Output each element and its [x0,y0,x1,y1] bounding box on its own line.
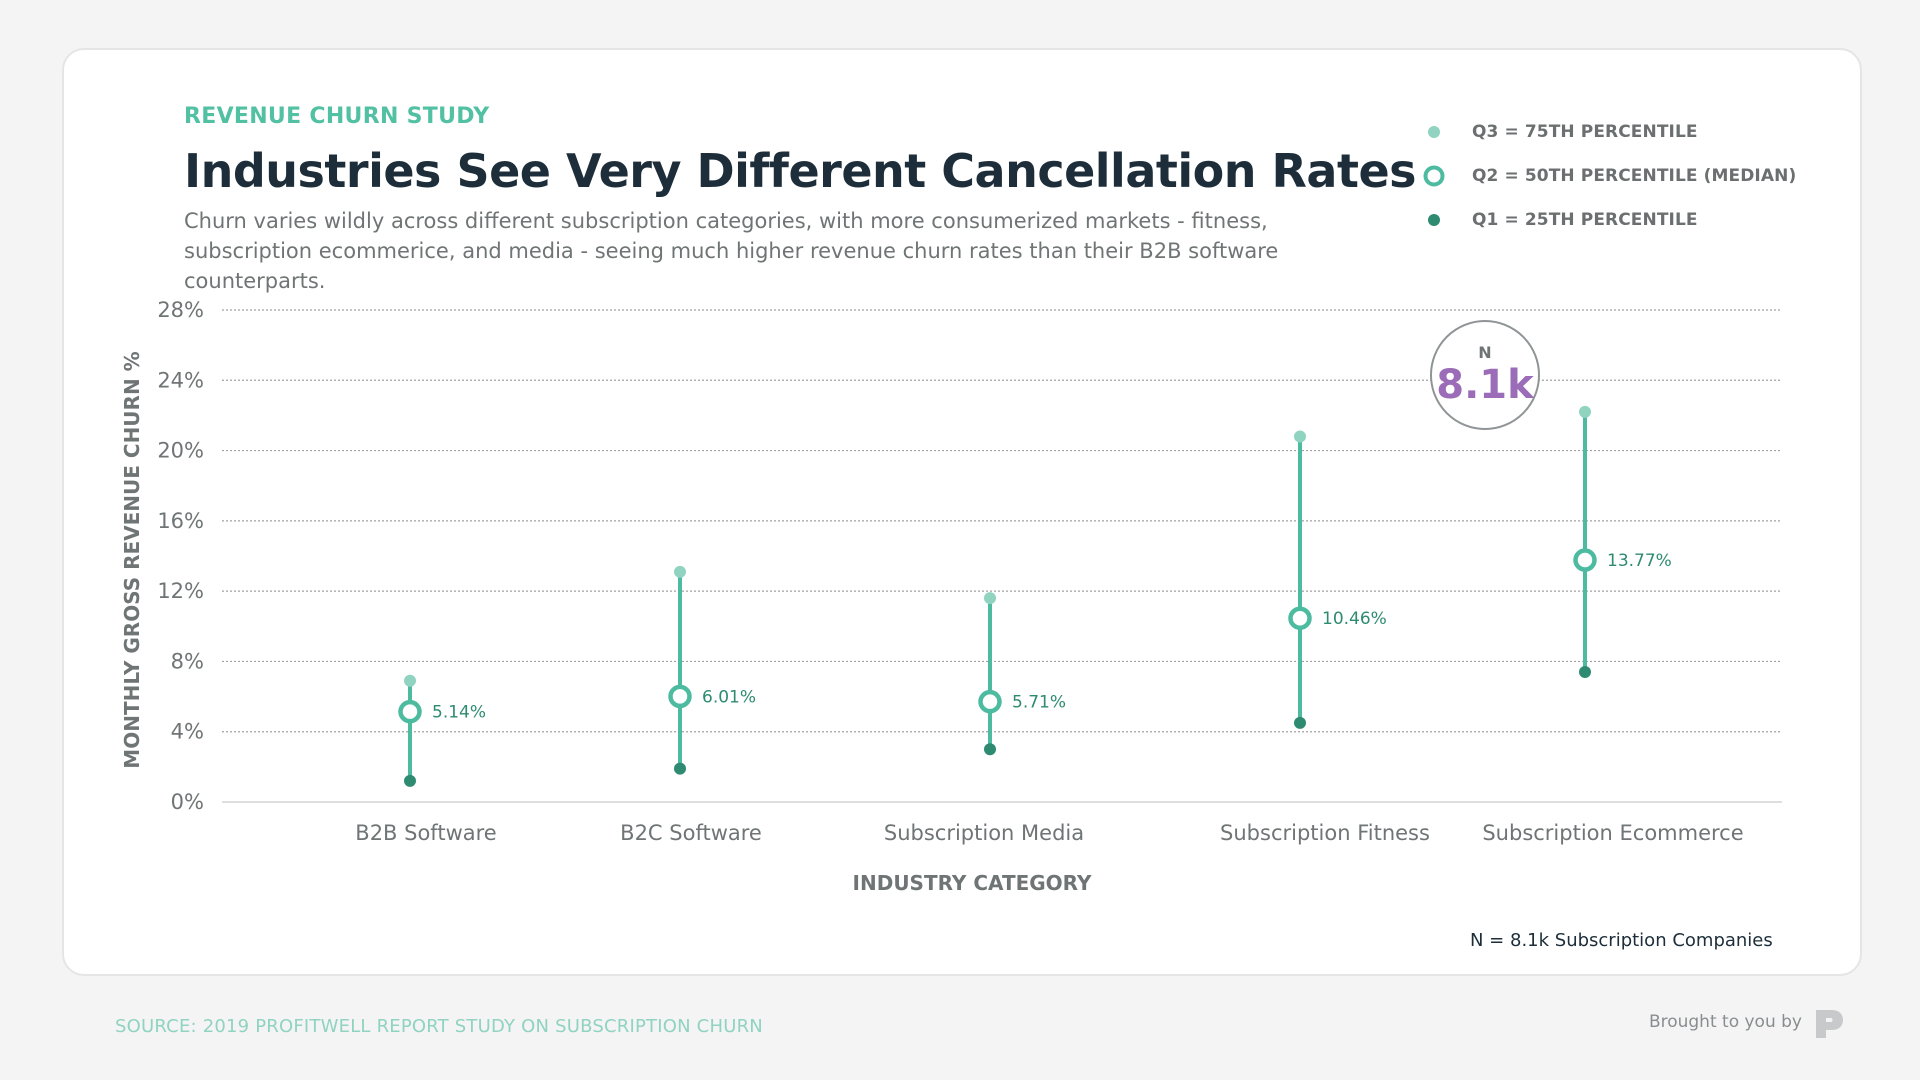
y-tick-label: 20% [157,439,204,463]
legend-marker-q3 [1428,126,1440,138]
y-tick-label: 28% [157,298,204,322]
legend-item-q2: Q2 = 50TH PERCENTILE (MEDIAN) [1420,154,1796,198]
q3-point [1579,405,1591,418]
y-tick-label: 24% [157,368,204,392]
q1-point [984,743,996,756]
chart-kicker: REVENUE CHURN STUDY [184,104,490,129]
range-lines [408,411,1587,781]
profitwell-logo-icon [1816,1010,1843,1038]
chart-card [62,48,1862,976]
q3-point [1294,430,1306,443]
sample-footnote: N = 8.1k Subscription Companies [1470,930,1773,951]
median-value-label: 5.14% [432,703,486,723]
q3-points [404,405,1591,687]
median-point [398,699,422,724]
badge-circle [1430,320,1540,430]
x-axis-title: INDUSTRY CATEGORY [853,871,1092,895]
badge-value: 8.1k [1436,362,1535,408]
median-point [978,689,1002,714]
x-tick-label: B2C Software [620,821,762,845]
legend-label-q1: Q1 = 25TH PERCENTILE [1472,210,1698,230]
y-tick-label: 8% [171,649,204,673]
median-value-label: 10.46% [1322,609,1387,629]
median-labels: 5.14% 6.01% 5.71% 10.46% 13.77% [432,551,1672,723]
median-value-label: 6.01% [702,687,756,707]
grid-layer [222,309,1782,803]
y-tick-label: 12% [157,579,204,603]
median-value-label: 5.71% [1012,693,1066,713]
brought-to-you-by: Brought to you by [1648,1012,1802,1032]
legend-label-q3: Q3 = 75TH PERCENTILE [1472,122,1698,142]
median-point [1573,548,1597,572]
q1-point [1579,665,1591,678]
chart-legend: Q3 = 75TH PERCENTILE Q2 = 50TH PERCENTIL… [1420,110,1796,242]
badge-label: N [1478,343,1491,362]
legend-item-q1: Q1 = 25TH PERCENTILE [1420,198,1796,242]
median-point [1288,606,1312,630]
median-point [668,684,692,709]
chart-title: Industries See Very Different Cancellati… [184,144,1417,198]
y-tick-label: 0% [171,790,204,814]
x-tick-label: B2B Software [355,821,496,845]
chart-subtitle: Churn varies wildly across different sub… [184,209,1279,293]
legend-marker-q2 [1423,165,1445,187]
sample-size-badge: N 8.1k [1430,320,1540,430]
y-axis-title: MONTHLY GROSS REVENUE CHURN % [120,351,144,768]
median-value-label: 13.77% [1607,551,1672,571]
q1-point [404,774,416,787]
median-points [398,548,1597,724]
q3-point [674,565,686,578]
x-tick-label: Subscription Ecommerce [1482,821,1743,845]
q1-point [1294,716,1306,729]
q3-point [984,592,996,605]
y-tick-labels: 0% 4% 8% 12% 16% 20% 24% 28% [157,298,204,814]
legend-marker-q1 [1428,214,1440,226]
x-tick-labels: B2B Software B2C Software Subscription Med… [355,821,1743,845]
x-tick-label: Subscription Media [884,821,1084,845]
legend-label-q2: Q2 = 50TH PERCENTILE (MEDIAN) [1472,166,1797,186]
source-note: SOURCE: 2019 PROFITWELL REPORT STUDY ON … [115,1016,763,1037]
q1-point [674,762,686,775]
q1-points [404,665,1591,787]
x-tick-label: Subscription Fitness [1220,821,1430,845]
churn-range-chart: 0% 4% 8% 12% 16% 20% 24% 28% 5.14% 6.01% 5.71% 10.… [120,298,1782,895]
q3-point [404,674,416,687]
y-tick-label: 4% [171,720,204,744]
y-tick-label: 16% [157,509,204,533]
legend-item-q3: Q3 = 75TH PERCENTILE [1420,110,1796,154]
